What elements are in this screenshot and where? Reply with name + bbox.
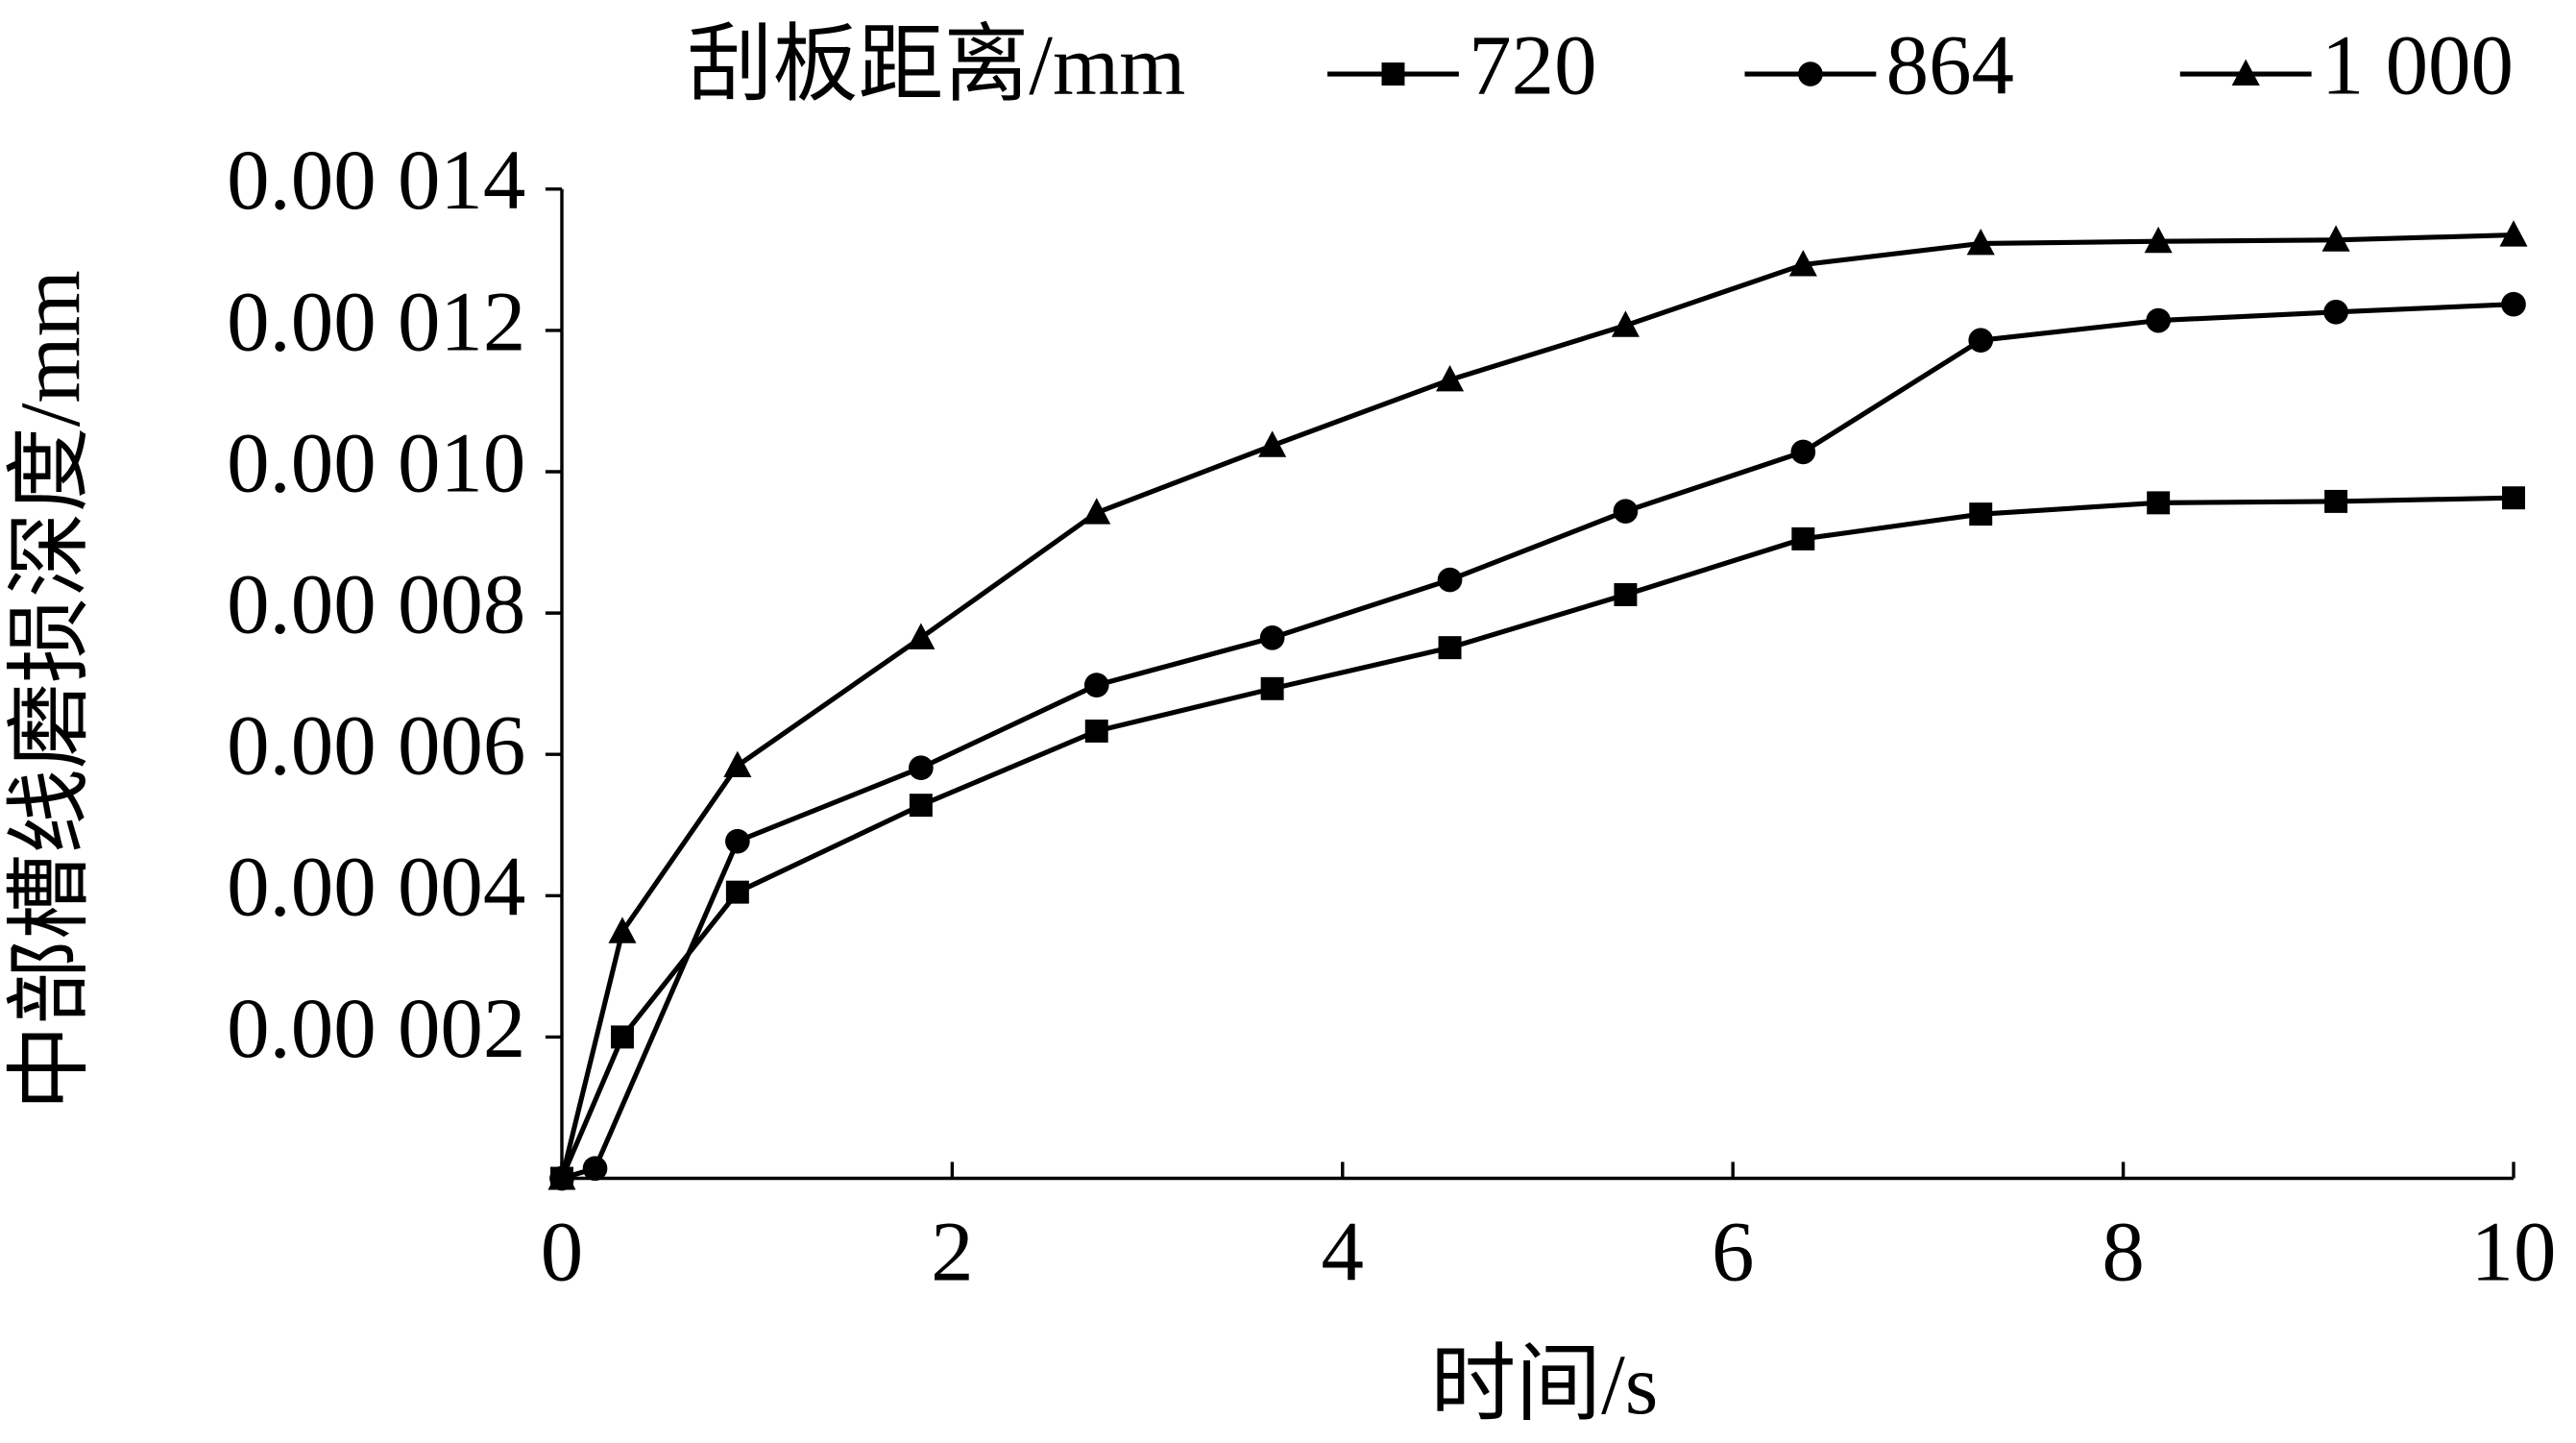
y-tick-label: 0.00 014: [227, 134, 525, 228]
marker: [582, 1156, 608, 1182]
y-tick-label: 0.00 004: [227, 841, 525, 935]
x-tick-label: 2: [931, 1205, 973, 1299]
y-tick-label: 0.00 012: [227, 275, 525, 369]
series-line: [561, 302, 2515, 1181]
marker: [909, 755, 934, 781]
marker: [909, 794, 933, 818]
series-line: [559, 495, 2515, 1180]
marker: [1613, 499, 1639, 525]
marker: [2147, 491, 2171, 515]
marker: [1614, 583, 1638, 606]
marker: [1788, 250, 1817, 277]
marker: [1966, 229, 1995, 256]
x-axis-title: 时间/s: [1430, 1338, 1658, 1432]
marker: [610, 1025, 634, 1049]
x-tick-label: 0: [541, 1205, 583, 1299]
y-tick-label: 0.00 010: [227, 416, 525, 510]
y-tick-label: 0.00 006: [227, 699, 525, 794]
marker: [2502, 486, 2525, 510]
marker: [2324, 489, 2348, 513]
legend-label: 1 000: [2321, 18, 2514, 112]
marker: [1438, 636, 1462, 660]
marker: [547, 1163, 576, 1190]
marker: [1259, 625, 1285, 650]
x-tick-label: 6: [1712, 1205, 1754, 1299]
y-tick-label: 0.00 002: [227, 982, 525, 1076]
marker: [1968, 328, 1994, 354]
marker: [907, 623, 936, 649]
y-axis-title: 中部槽线磨损深度/mm: [4, 270, 98, 1111]
marker: [725, 828, 750, 854]
marker: [1969, 502, 1993, 526]
marker: [725, 880, 749, 904]
marker: [2146, 307, 2172, 333]
marker: [1437, 567, 1463, 593]
legend-marker: [2231, 59, 2260, 86]
marker: [1436, 365, 1465, 392]
legend-marker: [1798, 61, 1823, 86]
marker: [2144, 226, 2173, 254]
series-line: [559, 232, 2515, 1180]
marker: [1791, 526, 1815, 550]
marker: [1082, 498, 1111, 525]
marker: [2501, 291, 2526, 317]
marker: [2321, 225, 2350, 252]
marker: [608, 917, 637, 943]
marker: [2323, 299, 2348, 325]
marker: [1083, 673, 1109, 697]
y-tick-label: 0.00 008: [227, 558, 525, 652]
marker: [1611, 310, 1640, 337]
legend-label: 864: [1886, 18, 2014, 112]
x-tick-label: 8: [2102, 1205, 2144, 1299]
marker: [1084, 719, 1108, 743]
x-tick-label: 4: [1322, 1205, 1364, 1299]
marker: [1260, 676, 1284, 700]
marker: [1258, 430, 1287, 457]
legend-label: 720: [1469, 18, 1596, 112]
x-tick-label: 10: [2471, 1205, 2557, 1299]
marker: [2499, 220, 2528, 247]
legend-title: 刮板距离/mm: [688, 18, 1186, 112]
legend-marker: [1381, 62, 1405, 86]
marker: [1790, 439, 1816, 465]
marker: [723, 750, 752, 777]
